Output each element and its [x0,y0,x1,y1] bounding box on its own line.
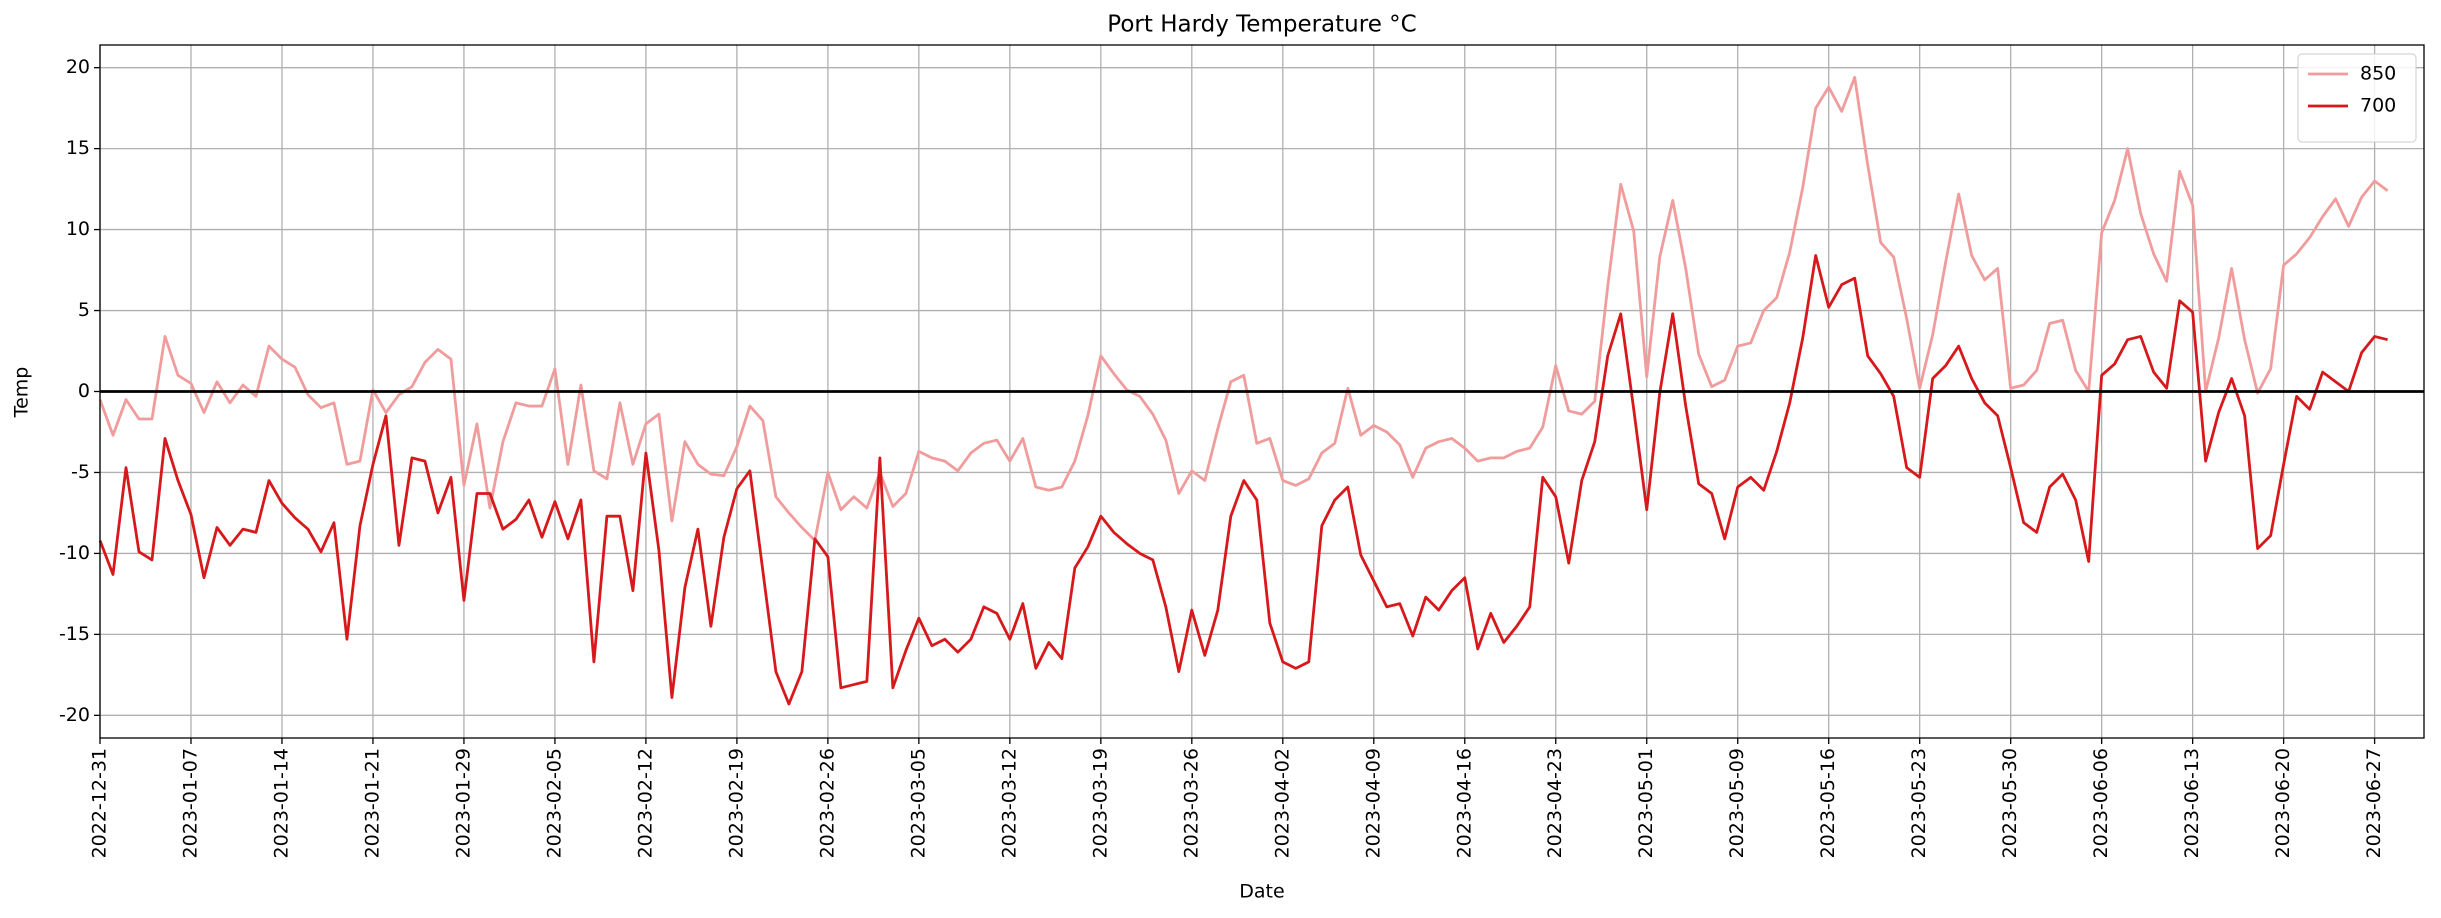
x-tick-label: 2023-02-05 [543,748,565,858]
y-tick-label: 20 [66,56,90,78]
line-series [98,254,2388,706]
x-tick-label: 2023-01-29 [452,748,474,858]
x-tick-label: 2023-05-16 [1817,748,1839,858]
x-tick-label: 2023-05-01 [1635,748,1657,858]
x-tick-label: 2023-02-12 [634,748,656,858]
x-axis-label: Date [1239,881,1284,903]
x-tick-label: 2023-01-21 [361,748,383,858]
line-series [98,75,2389,542]
x-tick-label: 2023-02-19 [725,748,747,858]
x-tick-label: 2023-06-27 [2363,748,2385,858]
x-tick-label: 2023-03-26 [1180,748,1202,858]
plot-frame [99,44,2425,739]
x-tick-label: 2023-01-14 [270,748,292,858]
chart-title: Port Hardy Temperature °C [1107,12,1416,38]
y-tick-label: 15 [66,137,90,159]
y-tick-label: 0 [78,380,90,402]
legend-label: 700 [2360,95,2396,117]
x-tick-label: 2023-02-26 [816,748,838,858]
y-tick-label: -15 [59,623,90,645]
y-tick-label: -10 [59,542,90,564]
x-tick-label: 2023-06-13 [2181,748,2203,858]
x-tick-label: 2023-03-12 [998,748,1020,858]
x-tick-label: 2023-01-07 [179,748,201,858]
x-tick-label: 2022-12-31 [89,748,111,858]
legend-label: 850 [2360,63,2396,85]
x-tick-label: 2023-04-09 [1362,748,1384,858]
y-tick-label: 5 [78,299,90,321]
y-tick-label: -20 [59,704,90,726]
x-tick-label: 2023-05-23 [1908,748,1930,858]
x-tick-label: 2023-06-06 [2090,748,2112,858]
x-tick-label: 2023-05-30 [1999,748,2021,858]
y-tick-label: 10 [66,218,90,240]
x-tick-label: 2023-03-19 [1089,748,1111,858]
legend-box [2297,53,2417,143]
y-tick-label: -5 [71,461,90,483]
x-tick-label: 2023-04-16 [1453,748,1475,858]
x-tick-label: 2023-06-20 [2272,748,2294,858]
y-axis-label: Temp [11,367,33,419]
x-tick-label: 2023-04-23 [1544,748,1566,858]
x-tick-label: 2023-04-02 [1271,748,1293,858]
x-tick-label: 2023-05-09 [1726,748,1748,858]
x-tick-label: 2023-03-05 [907,748,929,858]
